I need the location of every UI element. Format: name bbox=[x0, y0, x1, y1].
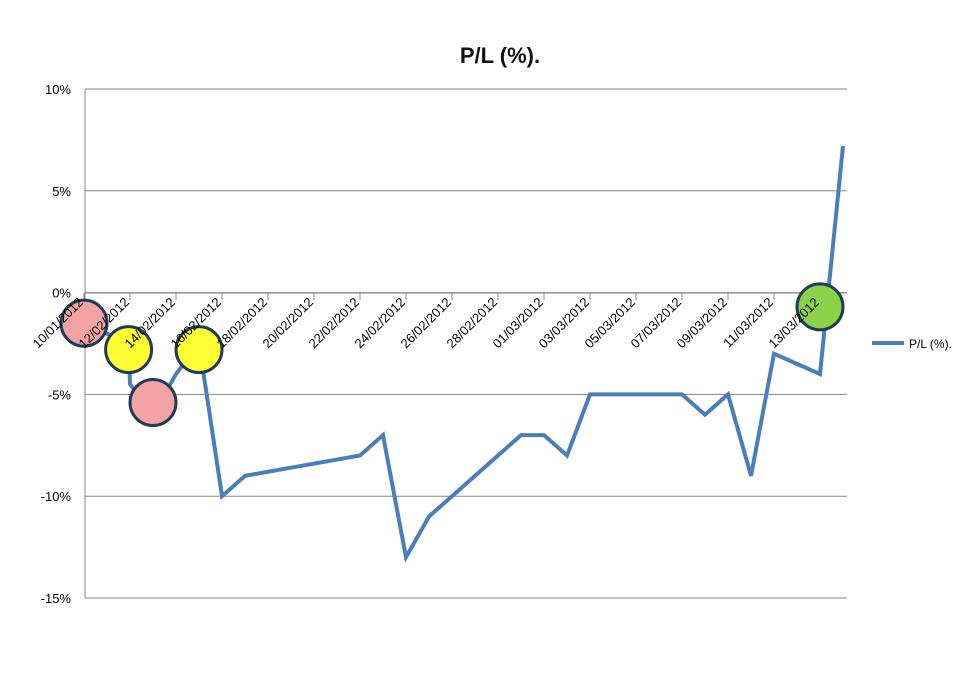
y-tick-label: -10% bbox=[41, 489, 72, 504]
highlight-marker-2 bbox=[128, 378, 178, 428]
chart-title: P/L (%). bbox=[460, 43, 540, 68]
highlight-marker-0 bbox=[59, 298, 109, 348]
legend-label: P/L (%). bbox=[909, 337, 952, 351]
highlight-marker-3 bbox=[174, 325, 224, 375]
y-tick-label: -15% bbox=[41, 591, 72, 606]
y-tick-label: 5% bbox=[52, 184, 71, 199]
y-tick-label: -5% bbox=[48, 387, 72, 402]
highlight-marker-1 bbox=[104, 325, 154, 375]
highlight-marker-4 bbox=[795, 282, 845, 332]
y-tick-label: 0% bbox=[52, 286, 71, 301]
y-tick-label: 10% bbox=[45, 82, 71, 97]
series-line-pl bbox=[83, 145, 845, 564]
